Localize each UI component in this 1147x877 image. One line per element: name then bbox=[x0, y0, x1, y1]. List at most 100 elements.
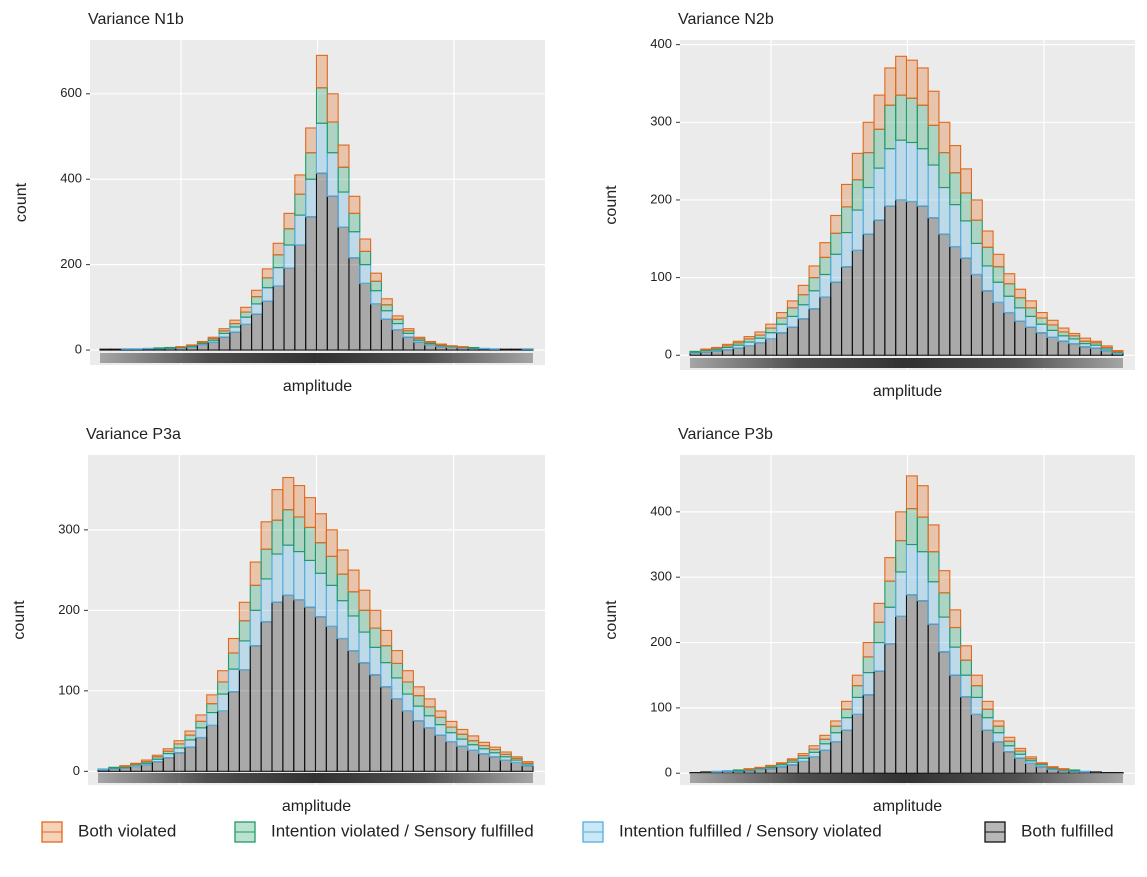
bar bbox=[349, 258, 360, 350]
bar bbox=[831, 721, 842, 726]
bar bbox=[392, 330, 403, 350]
bar bbox=[1047, 767, 1058, 768]
bar bbox=[218, 711, 229, 771]
bar bbox=[1015, 758, 1026, 773]
bar bbox=[283, 545, 294, 595]
bar bbox=[500, 760, 511, 771]
bar bbox=[1036, 767, 1047, 774]
bar bbox=[1015, 298, 1026, 308]
bar bbox=[306, 153, 317, 179]
bar bbox=[272, 602, 283, 771]
bar bbox=[239, 621, 250, 641]
rug bbox=[690, 358, 1123, 368]
bar bbox=[283, 478, 294, 510]
bar bbox=[283, 510, 294, 545]
bar bbox=[414, 342, 425, 350]
bar bbox=[885, 581, 896, 607]
bar bbox=[928, 582, 939, 624]
bar bbox=[403, 711, 414, 771]
bar bbox=[392, 319, 403, 323]
bar bbox=[787, 759, 798, 760]
bar bbox=[842, 184, 853, 207]
bar bbox=[1015, 289, 1026, 298]
y-tick-label: 0 bbox=[73, 763, 80, 778]
bar bbox=[501, 349, 512, 350]
bar bbox=[490, 753, 501, 757]
bar bbox=[316, 617, 327, 772]
bar bbox=[820, 744, 831, 751]
bar bbox=[457, 729, 468, 734]
bar bbox=[284, 245, 295, 268]
bar bbox=[885, 149, 896, 206]
bar bbox=[712, 771, 723, 772]
bar bbox=[295, 245, 306, 350]
bar bbox=[993, 302, 1004, 355]
y-tick-label: 100 bbox=[58, 682, 80, 697]
bar bbox=[359, 663, 370, 772]
bar bbox=[196, 721, 207, 727]
bar bbox=[294, 600, 305, 771]
bar bbox=[993, 733, 1004, 742]
bar bbox=[852, 697, 863, 714]
bar bbox=[982, 701, 993, 709]
bar bbox=[1091, 341, 1102, 343]
bar bbox=[337, 601, 348, 639]
bar bbox=[961, 258, 972, 355]
bar bbox=[798, 319, 809, 355]
bar bbox=[1036, 324, 1047, 333]
bar bbox=[131, 763, 142, 764]
bar bbox=[511, 349, 522, 350]
bar bbox=[283, 595, 294, 771]
bar bbox=[370, 610, 381, 628]
bar bbox=[712, 351, 723, 355]
bar bbox=[971, 686, 982, 698]
bar bbox=[896, 541, 907, 572]
bar bbox=[917, 206, 928, 355]
bar bbox=[1047, 330, 1058, 337]
bar bbox=[468, 745, 479, 751]
bar bbox=[468, 750, 479, 771]
bar bbox=[272, 554, 283, 602]
bar bbox=[766, 333, 777, 339]
bar bbox=[435, 717, 446, 724]
bar bbox=[798, 295, 809, 305]
bar bbox=[939, 122, 950, 152]
bar bbox=[371, 281, 382, 290]
bar bbox=[874, 168, 885, 220]
bar bbox=[457, 739, 468, 746]
bar bbox=[446, 733, 457, 742]
bar bbox=[766, 765, 777, 766]
bar bbox=[766, 339, 777, 355]
bar bbox=[468, 741, 479, 745]
rug bbox=[100, 353, 533, 363]
bar bbox=[252, 290, 263, 296]
bar bbox=[917, 68, 928, 105]
bar bbox=[142, 765, 153, 771]
bar bbox=[820, 739, 831, 744]
bar bbox=[993, 254, 1004, 266]
bar bbox=[284, 229, 295, 245]
bar bbox=[950, 610, 961, 628]
bar bbox=[950, 647, 961, 675]
bar bbox=[174, 744, 185, 748]
bar bbox=[490, 747, 501, 749]
bar bbox=[755, 338, 766, 343]
bar bbox=[252, 304, 263, 314]
bar bbox=[863, 673, 874, 695]
bar bbox=[250, 585, 261, 610]
bar bbox=[185, 731, 196, 735]
bar bbox=[896, 95, 907, 140]
bar bbox=[1080, 771, 1091, 772]
legend-label: Both violated bbox=[78, 821, 176, 840]
bar bbox=[831, 215, 842, 233]
bar bbox=[852, 675, 863, 685]
bar bbox=[294, 552, 305, 600]
bar bbox=[252, 297, 263, 304]
bar bbox=[327, 94, 338, 122]
bar bbox=[928, 165, 939, 218]
bar bbox=[250, 646, 261, 772]
y-tick-label: 100 bbox=[650, 269, 672, 284]
bar bbox=[207, 713, 218, 726]
bar bbox=[272, 490, 283, 521]
